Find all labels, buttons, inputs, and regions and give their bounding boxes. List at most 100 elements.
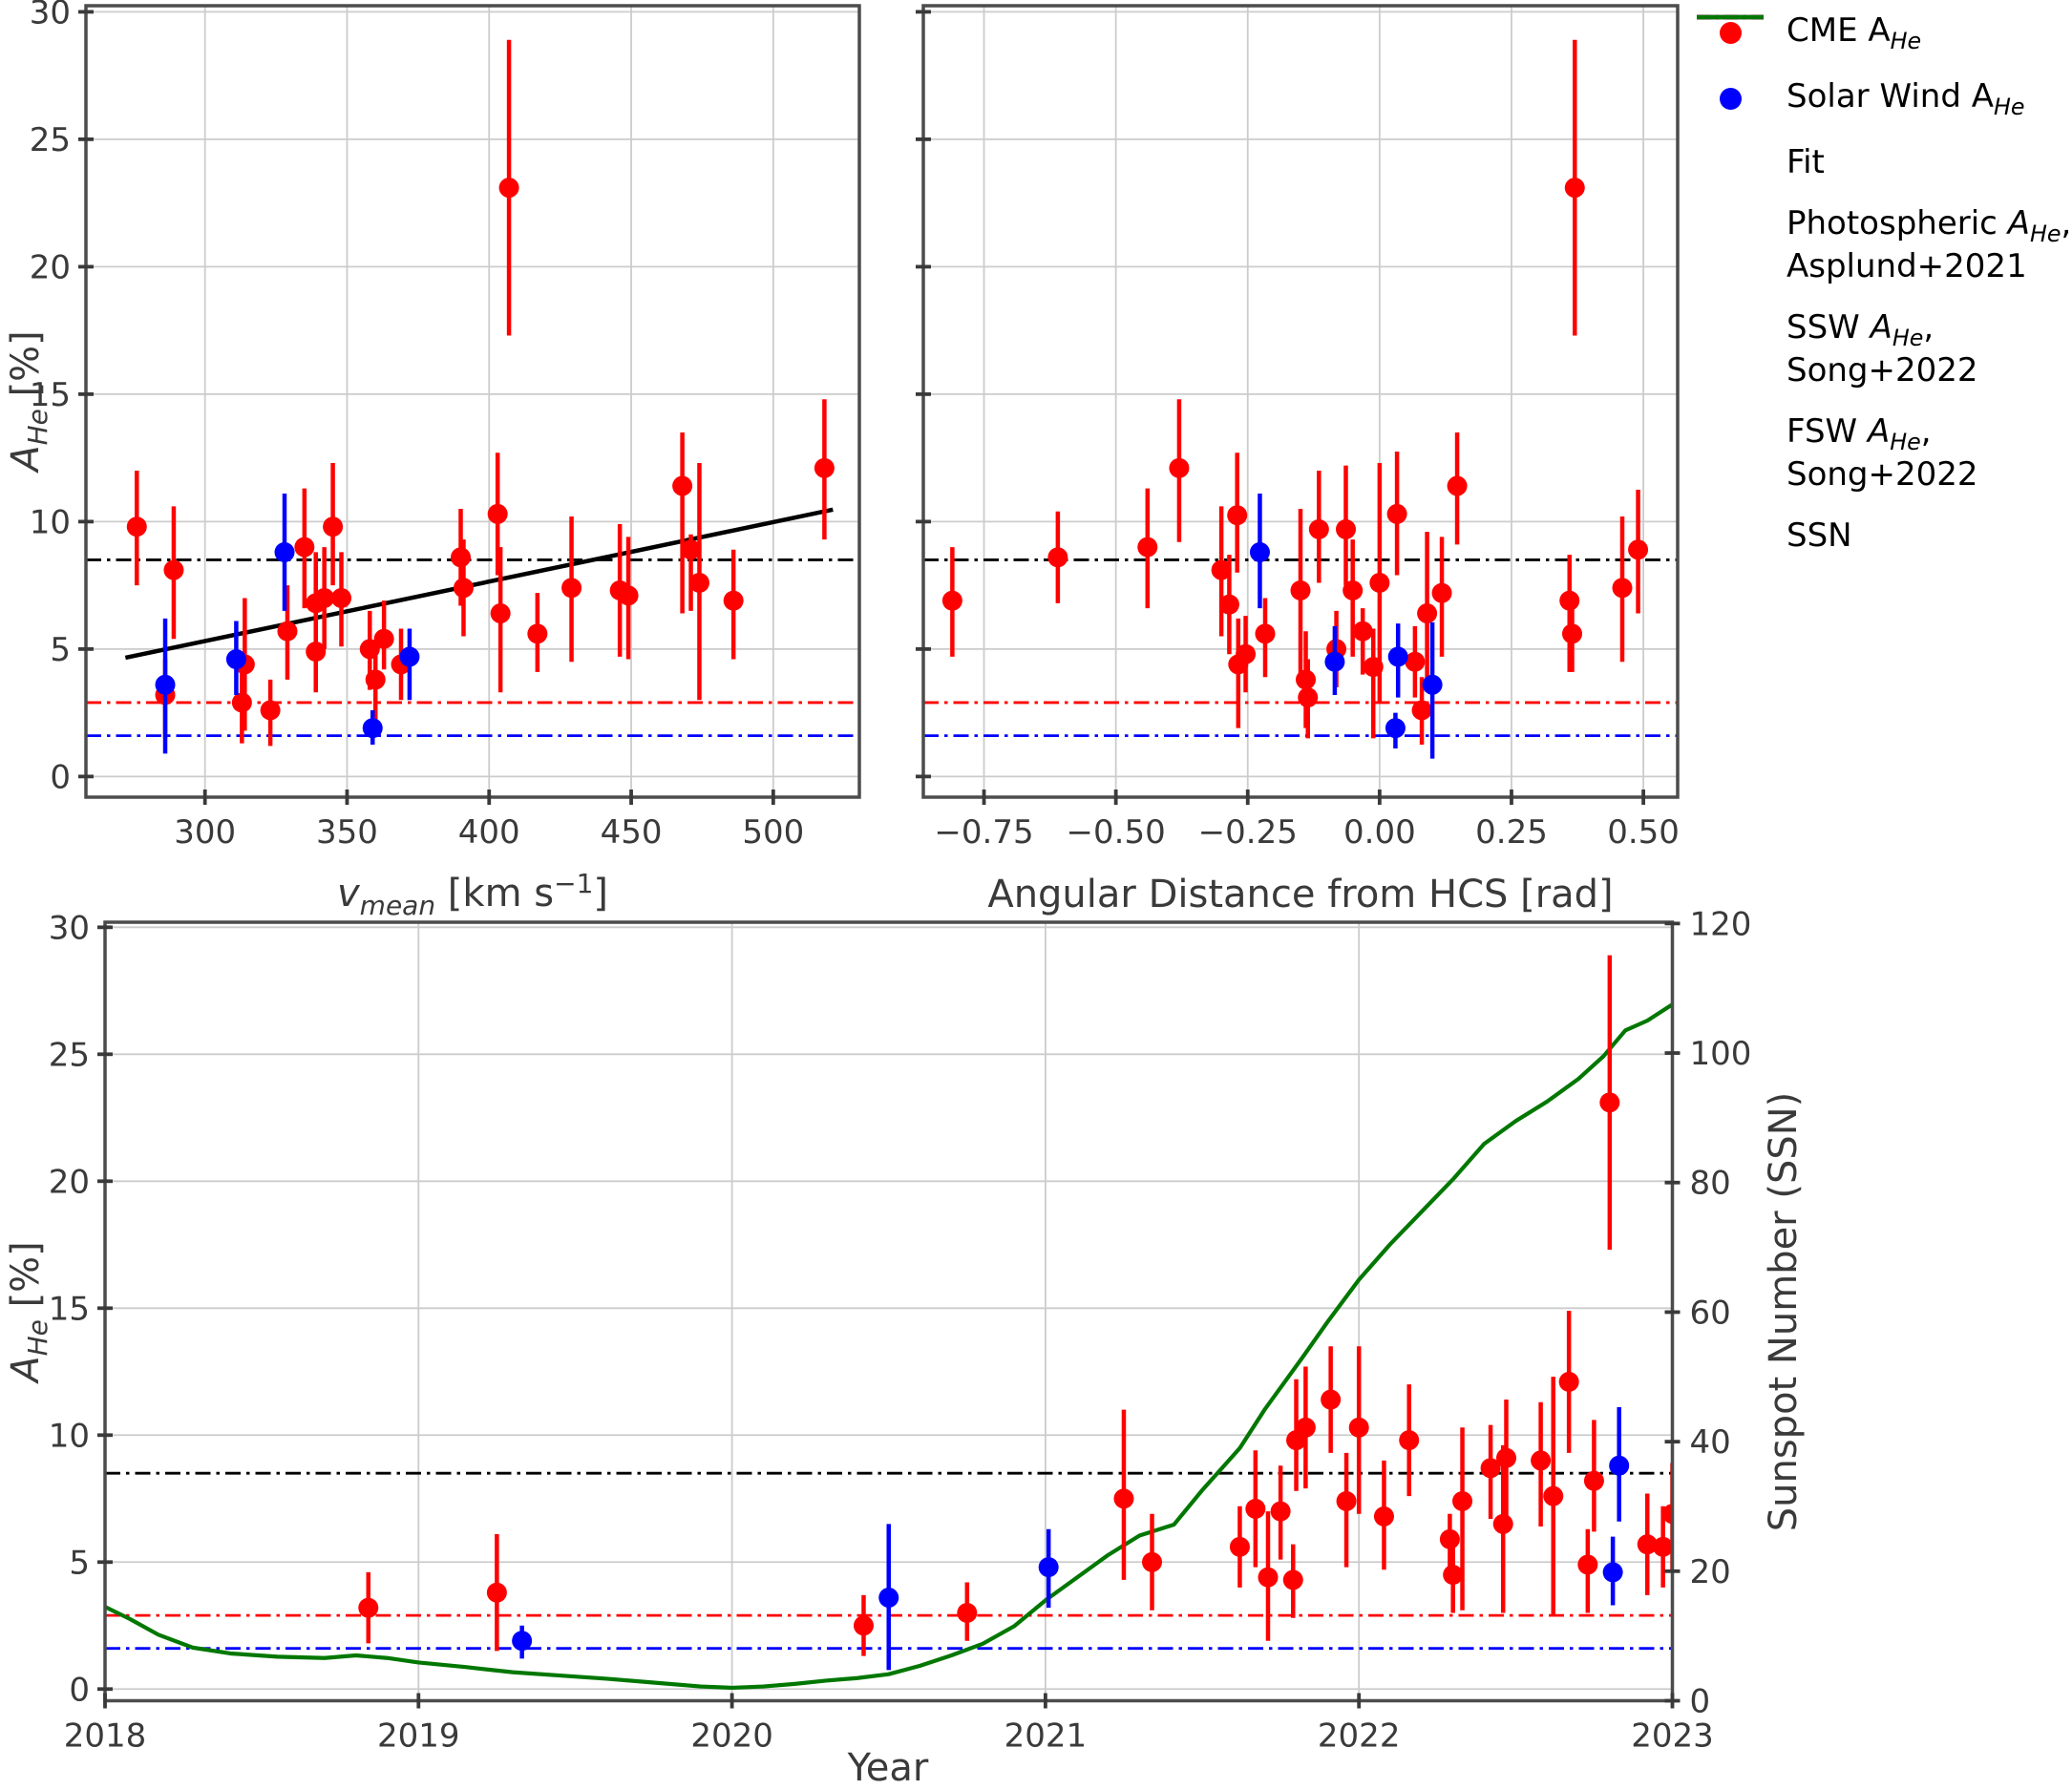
data-point: [1113, 1488, 1134, 1509]
dot-icon: [1719, 21, 1742, 44]
data-point: [294, 537, 315, 558]
panel-ahe_vs_hcs: −0.75 −0.50 −0.25 0.00 0.25 0.50: [916, 4, 1680, 852]
data-point: [399, 646, 420, 667]
legend-item-3: Photospheric AHe, Asplund+2021: [1697, 14, 2072, 285]
data-point: [1298, 687, 1319, 708]
grid: [86, 6, 859, 797]
series-solar-wind-ahe: [1249, 494, 1443, 759]
data-point: [314, 587, 335, 608]
y2-tick-label: 60: [1690, 1294, 1731, 1332]
y2-tick-label: 120: [1690, 905, 1752, 943]
x-tick-label: 450: [601, 813, 663, 852]
data-point: [1583, 1470, 1604, 1491]
data-point: [365, 669, 386, 690]
data-point: [362, 718, 383, 739]
data-point: [1229, 1536, 1250, 1557]
legend-label: SSW AHe, Song+2022: [1787, 307, 1978, 390]
data-point: [487, 503, 508, 524]
data-point: [1211, 559, 1232, 580]
data-point: [1249, 541, 1270, 562]
data-point: [1452, 1490, 1473, 1511]
legend-item-1: Solar Wind AHe: [1697, 77, 2071, 120]
x-tick-label: 2019: [377, 1717, 460, 1756]
data-point: [306, 642, 327, 663]
data-point: [941, 590, 962, 611]
y-tick-label: 20: [30, 248, 71, 286]
data-point: [260, 700, 281, 721]
data-point: [359, 639, 380, 660]
data-point: [1236, 643, 1257, 664]
data-point: [1480, 1458, 1501, 1479]
x-tick-label: 0.00: [1343, 813, 1416, 852]
series-cme-ahe: [941, 39, 1649, 746]
ticks: −0.75 −0.50 −0.25 0.00 0.25 0.50: [916, 10, 1680, 852]
legend-label: FSW AHe, Song+2022: [1787, 411, 1978, 494]
data-point: [1308, 518, 1329, 539]
series-solar-wind-ahe: [155, 494, 420, 754]
y-tick-label: 25: [49, 1036, 90, 1074]
y2-tick-label: 80: [1690, 1165, 1731, 1203]
x-tick-label: 2023: [1631, 1717, 1714, 1756]
data-point: [331, 587, 352, 608]
data-point: [1142, 1551, 1163, 1572]
data-point: [1218, 594, 1239, 615]
x-tick-label: −0.50: [1067, 813, 1166, 852]
ylabel-ahe-bottom: AHe [%]: [4, 1241, 53, 1382]
data-point: [490, 603, 511, 624]
data-point: [1386, 503, 1407, 524]
data-point: [1405, 651, 1426, 672]
data-point: [853, 1615, 874, 1636]
data-point: [1137, 537, 1158, 558]
data-point: [1558, 1371, 1579, 1392]
data-point: [672, 475, 693, 496]
data-point: [1324, 651, 1345, 672]
y-tick-label: 15: [49, 1290, 90, 1328]
x-tick-label: 350: [316, 813, 378, 852]
y-tick-label: 5: [50, 631, 71, 669]
series-cme-ahe: [358, 955, 1673, 1656]
legend-item-2: Fit: [1697, 14, 2071, 181]
data-point: [618, 585, 639, 606]
x-tick-label: 2020: [690, 1717, 773, 1756]
data-point: [1431, 582, 1452, 603]
data-point: [453, 578, 474, 599]
data-point: [1369, 572, 1390, 593]
data-point: [723, 590, 744, 611]
x-tick-label: 2022: [1318, 1717, 1401, 1756]
data-point: [688, 572, 709, 593]
data-point: [1343, 579, 1364, 600]
data-point: [957, 1602, 978, 1623]
y2-tick-label: 20: [1690, 1553, 1731, 1591]
ylabel-sunspot-number: Sunspot Number (SSN): [1762, 1091, 1806, 1532]
data-point: [1443, 1565, 1464, 1586]
y-tick-label: 15: [30, 376, 71, 414]
legend-item-4: SSW AHe, Song+2022: [1697, 14, 2071, 390]
ticks: 300 350 400 450 500 0 5 10 15 20 25 30: [30, 0, 805, 852]
series-solar-wind-ahe: [512, 1407, 1630, 1671]
y-tick-label: 10: [49, 1417, 90, 1455]
data-point: [1387, 646, 1408, 667]
data-point: [1602, 1562, 1623, 1583]
legend-label: Photospheric AHe, Asplund+2021: [1787, 203, 2072, 285]
y-tick-label: 25: [30, 121, 71, 159]
y-tick-label: 30: [30, 0, 71, 32]
data-point: [1282, 1569, 1303, 1590]
legend-label: Fit: [1787, 142, 1825, 181]
data-point: [1559, 590, 1580, 611]
x-tick-label: 2018: [64, 1717, 147, 1756]
data-point: [1270, 1501, 1291, 1522]
x-tick-label: 0.50: [1607, 813, 1680, 852]
data-point: [1227, 505, 1248, 526]
data-point: [1258, 1567, 1279, 1588]
data-point: [1562, 623, 1583, 644]
data-point: [1447, 475, 1468, 496]
data-point: [1564, 178, 1585, 199]
data-point: [1609, 1455, 1630, 1476]
panel-border: [84, 4, 861, 799]
legend-marker-icon: [1697, 21, 1764, 44]
data-point: [1363, 657, 1384, 678]
data-point: [1599, 1092, 1620, 1113]
data-point: [486, 1582, 507, 1603]
data-point: [1352, 621, 1373, 642]
